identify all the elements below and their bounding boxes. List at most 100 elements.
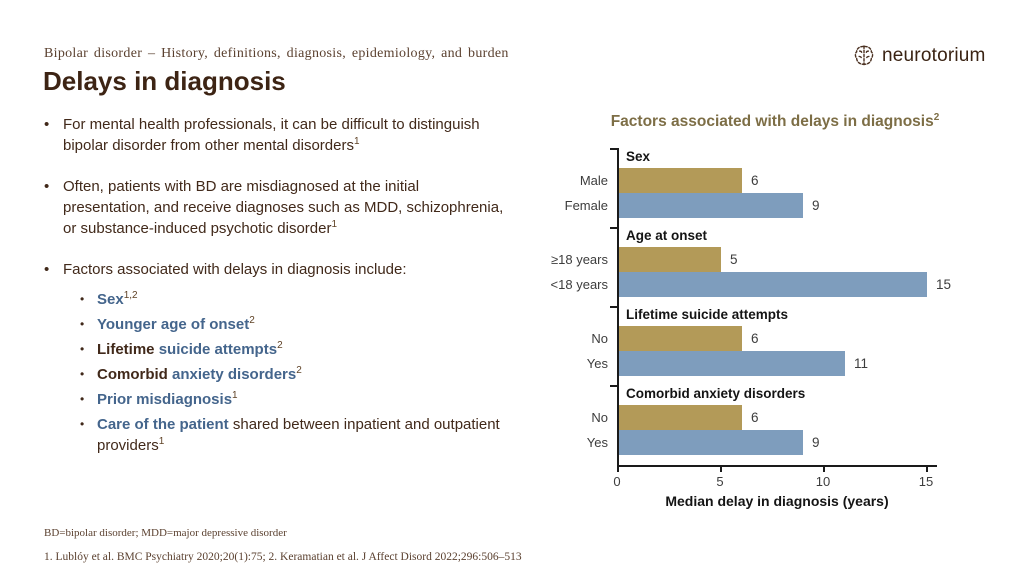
bar-value-label: 5 xyxy=(730,252,738,267)
x-axis-tick-label: 10 xyxy=(815,474,831,489)
bar-value-label: 9 xyxy=(812,435,820,450)
bar xyxy=(618,405,742,430)
sub-bullet-text: Comorbid anxiety disorders2 xyxy=(97,364,504,385)
sub-bullet-marker: • xyxy=(80,392,85,406)
bar xyxy=(618,326,742,351)
chart-title-text: Factors associated with delays in diagno… xyxy=(610,113,934,131)
sub-bullet-item: • Prior misdiagnosis1 xyxy=(80,389,504,410)
slide-kicker: Bipolar disorder – History, definitions,… xyxy=(44,46,509,61)
bar-value-label: 11 xyxy=(854,356,869,371)
y-axis-group-tick xyxy=(610,227,617,229)
bar-chart: Sex Male 6 Female 9 Age at onset ≥18 years 5 <18… xyxy=(530,148,1024,528)
text-segment: Lifetime xyxy=(97,341,159,358)
highlighted-text: Younger age of onset xyxy=(97,316,250,333)
superscript-reference: 2 xyxy=(277,340,283,351)
bullet-item: • Factors associated with delays in diagn… xyxy=(44,259,504,460)
sub-bullet-marker: • xyxy=(80,417,85,431)
highlighted-text: anxiety disorders xyxy=(172,366,297,383)
sub-bullet-item: • Care of the patient shared between inpa… xyxy=(80,414,504,456)
chart-category-label: Female xyxy=(564,198,608,213)
sub-bullet-text: Sex1,2 xyxy=(97,289,504,310)
text-segment: shared between inpatient and outpatient … xyxy=(97,416,500,454)
superscript-reference: 1 xyxy=(331,219,338,230)
bullet-body: For mental health professionals, it can … xyxy=(63,114,504,156)
x-axis-tick-label: 5 xyxy=(716,474,724,489)
neurotorium-logo: neurotorium xyxy=(851,43,986,69)
superscript-reference: 1,2 xyxy=(123,290,138,301)
chart-category-label: Yes xyxy=(586,435,608,450)
sub-bullet-text: Younger age of onset2 xyxy=(97,314,504,335)
chart-group-label: Comorbid anxiety disorders xyxy=(626,386,806,401)
chart-category-label: No xyxy=(591,331,608,346)
sub-bullet-item: • Lifetime suicide attempts2 xyxy=(80,339,504,360)
bullet-text: For mental health professionals, it can … xyxy=(63,114,504,156)
bar xyxy=(618,247,721,272)
bar xyxy=(618,168,742,193)
bar-value-label: 6 xyxy=(751,410,759,425)
highlighted-text: Sex xyxy=(97,291,124,308)
x-axis-tick xyxy=(926,467,928,472)
superscript-reference: 1 xyxy=(232,390,238,401)
superscript-reference: 1 xyxy=(353,136,360,147)
bullet-body: Factors associated with delays in diagno… xyxy=(63,259,504,460)
superscript-reference: 1 xyxy=(158,436,165,447)
superscript-reference: 2 xyxy=(249,315,255,326)
sub-bullet-marker: • xyxy=(80,317,85,331)
y-axis-group-tick xyxy=(610,148,617,150)
y-axis-line xyxy=(617,148,619,467)
chart-group-label: Lifetime suicide attempts xyxy=(626,307,789,322)
chart-category-label: No xyxy=(591,410,608,425)
highlighted-text: suicide attempts xyxy=(158,341,278,358)
chart-group-label: Sex xyxy=(626,149,651,164)
x-axis-tick xyxy=(720,467,722,472)
sub-bullet-marker: • xyxy=(80,342,85,356)
bullet-marker: • xyxy=(44,178,50,195)
sub-bullet-list: • Sex1,2 • Younger age of onset2 • Lifetime s… xyxy=(80,289,504,456)
brain-icon xyxy=(851,43,877,69)
sub-bullet-text: Lifetime suicide attempts2 xyxy=(97,339,504,360)
footer-abbreviations: BD=bipolar disorder; MDD=major depressiv… xyxy=(44,527,287,539)
y-axis-group-tick xyxy=(610,385,617,387)
chart-title-superscript: 2 xyxy=(933,112,940,123)
x-axis-line xyxy=(617,465,937,467)
chart-title: Factors associated with delays in diagno… xyxy=(530,112,1020,131)
bar xyxy=(618,430,803,455)
bar-value-label: 15 xyxy=(936,277,952,292)
chart-category-label: <18 years xyxy=(550,277,608,292)
sub-bullet-text: Prior misdiagnosis1 xyxy=(97,389,504,410)
bullet-item: • Often, patients with BD are misdiagnose… xyxy=(44,176,504,239)
bar-value-label: 6 xyxy=(751,331,759,346)
footer-references: 1. Lublóy et al. BMC Psychiatry 2020;20(… xyxy=(44,551,522,563)
text-segment: Factors associated with delays in diagno… xyxy=(63,261,407,278)
x-axis-tick-label: 15 xyxy=(918,474,934,489)
logo-wordmark: neurotorium xyxy=(882,45,986,66)
bullet-text: Often, patients with BD are misdiagnosed… xyxy=(63,176,504,239)
bar xyxy=(618,351,845,376)
sub-bullet-item: • Sex1,2 xyxy=(80,289,504,310)
chart-category-label: Male xyxy=(579,173,608,188)
superscript-reference: 2 xyxy=(296,365,302,376)
chart-group-label: Age at onset xyxy=(626,228,708,243)
bullet-list: • For mental health professionals, it can… xyxy=(44,114,504,460)
sub-bullet-marker: • xyxy=(80,292,85,306)
sub-bullet-item: • Comorbid anxiety disorders2 xyxy=(80,364,504,385)
bullet-marker: • xyxy=(44,116,50,133)
bullet-marker: • xyxy=(44,261,50,278)
bullet-text: Factors associated with delays in diagno… xyxy=(63,259,504,280)
bullet-body: Often, patients with BD are misdiagnosed… xyxy=(63,176,504,239)
chart-category-label: ≥18 years xyxy=(551,252,608,267)
bar-value-label: 6 xyxy=(751,173,759,188)
bullet-item: • For mental health professionals, it can… xyxy=(44,114,504,156)
x-axis-tick-label: 0 xyxy=(613,474,621,489)
bar-value-label: 9 xyxy=(812,198,820,213)
highlighted-text: Care of the patient xyxy=(97,416,229,433)
x-axis-title: Median delay in diagnosis (years) xyxy=(665,493,889,509)
bar xyxy=(618,272,927,297)
highlighted-text: Prior misdiagnosis xyxy=(97,391,233,408)
bar xyxy=(618,193,803,218)
chart-category-label: Yes xyxy=(586,356,608,371)
text-segment: Often, patients with BD are misdiagnosed… xyxy=(63,178,504,237)
sub-bullet-text: Care of the patient shared between inpat… xyxy=(97,414,504,456)
page-title: Delays in diagnosis xyxy=(43,66,286,96)
